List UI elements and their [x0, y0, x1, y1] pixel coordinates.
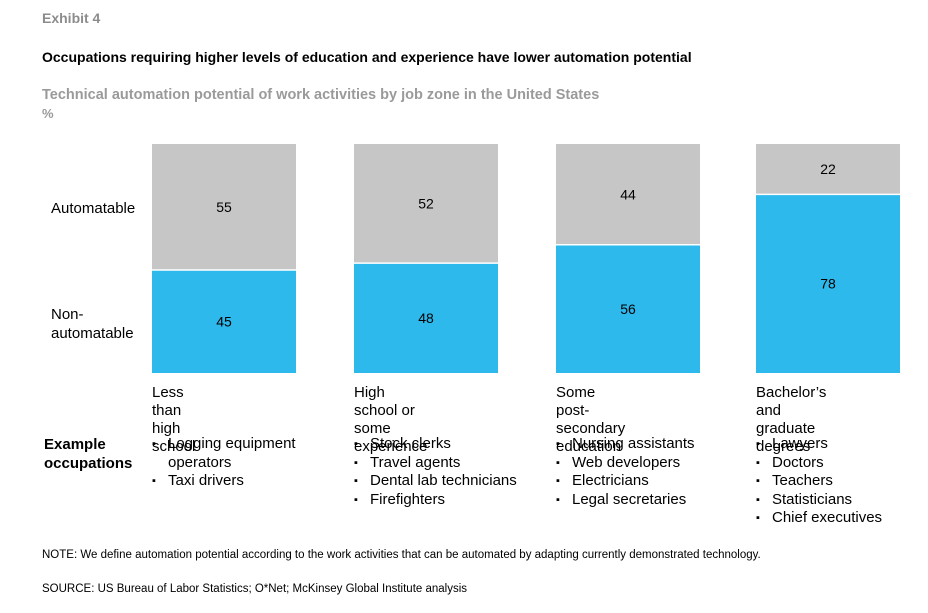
footnote: NOTE: We define automation potential acc… [42, 549, 761, 561]
example-item: Web developers [556, 454, 695, 473]
example-item: Dental lab technicians [354, 472, 517, 491]
bar-non-automatable-2 [354, 263, 498, 373]
example-list-4: LawyersDoctorsTeachersStatisticiansChief… [756, 435, 882, 528]
example-list-3: Nursing assistantsWeb developersElectric… [556, 435, 695, 509]
example-item: Statisticians [756, 491, 882, 510]
bar-automatable-2 [354, 144, 498, 264]
example-item: Chief executives [756, 509, 882, 528]
data-label-automatable-3: 44 [620, 186, 636, 202]
example-item: Teachers [756, 472, 882, 491]
bar-automatable-4 [756, 144, 900, 195]
example-item: Electricians [556, 472, 695, 491]
exhibit-label: Exhibit 4 [42, 10, 101, 26]
example-occupations-heading: Example occupations [44, 436, 133, 472]
data-label-automatable-4: 22 [820, 161, 836, 177]
bar-non-automatable-1 [152, 269, 296, 373]
example-item: Travel agents [354, 454, 517, 473]
row-label-automatable: Automatable [51, 200, 136, 217]
example-item: Nursing assistants [556, 435, 695, 454]
data-label-non-automatable-4: 78 [820, 276, 836, 292]
bar-non-automatable-3 [556, 244, 700, 373]
unit-label: % [42, 106, 54, 121]
source-note: SOURCE: US Bureau of Labor Statistics; O… [42, 583, 468, 595]
data-label-non-automatable-2: 48 [418, 310, 434, 326]
example-item: Firefighters [354, 491, 517, 510]
bar-automatable-1 [152, 144, 296, 270]
example-item: Stock clerks [354, 435, 517, 454]
chart-title: Occupations requiring higher levels of e… [42, 49, 692, 65]
example-item: Doctors [756, 454, 882, 473]
data-label-automatable-1: 55 [216, 199, 232, 215]
bar-automatable-3 [556, 144, 700, 245]
bar-non-automatable-4 [756, 194, 900, 373]
example-list-1: Logging equipment operatorsTaxi drivers [152, 435, 296, 491]
data-label-non-automatable-1: 45 [216, 313, 232, 329]
example-list-2: Stock clerksTravel agentsDental lab tech… [354, 435, 517, 509]
data-label-non-automatable-3: 56 [620, 301, 636, 317]
row-label-non-automatable: Non- automatable [51, 306, 134, 342]
data-label-automatable-2: 52 [418, 196, 434, 212]
example-item: Taxi drivers [152, 472, 296, 491]
example-item: Lawyers [756, 435, 882, 454]
example-item: Legal secretaries [556, 491, 695, 510]
example-item: Logging equipment operators [152, 435, 296, 472]
chart-subtitle: Technical automation potential of work a… [42, 87, 600, 103]
